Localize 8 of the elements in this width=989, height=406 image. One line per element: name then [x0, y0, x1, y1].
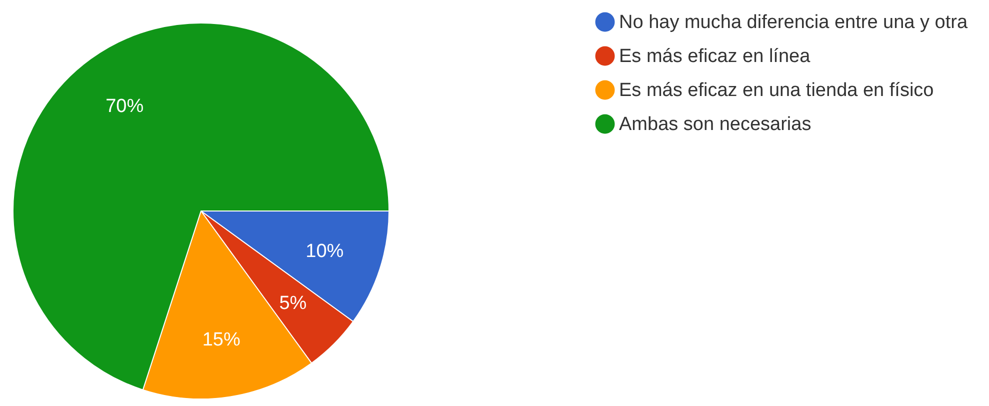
data-label: 15% — [202, 329, 240, 350]
legend-label: Es más eficaz en línea — [619, 46, 811, 67]
data-label: 5% — [279, 292, 307, 314]
legend-label: No hay mucha diferencia entre una y otra — [619, 12, 968, 33]
data-label: 70% — [106, 96, 144, 117]
legend-label: Ambas son necesarias — [619, 114, 812, 135]
legend-label: Es más eficaz en una tienda en físico — [619, 80, 934, 101]
data-label: 10% — [306, 241, 344, 262]
